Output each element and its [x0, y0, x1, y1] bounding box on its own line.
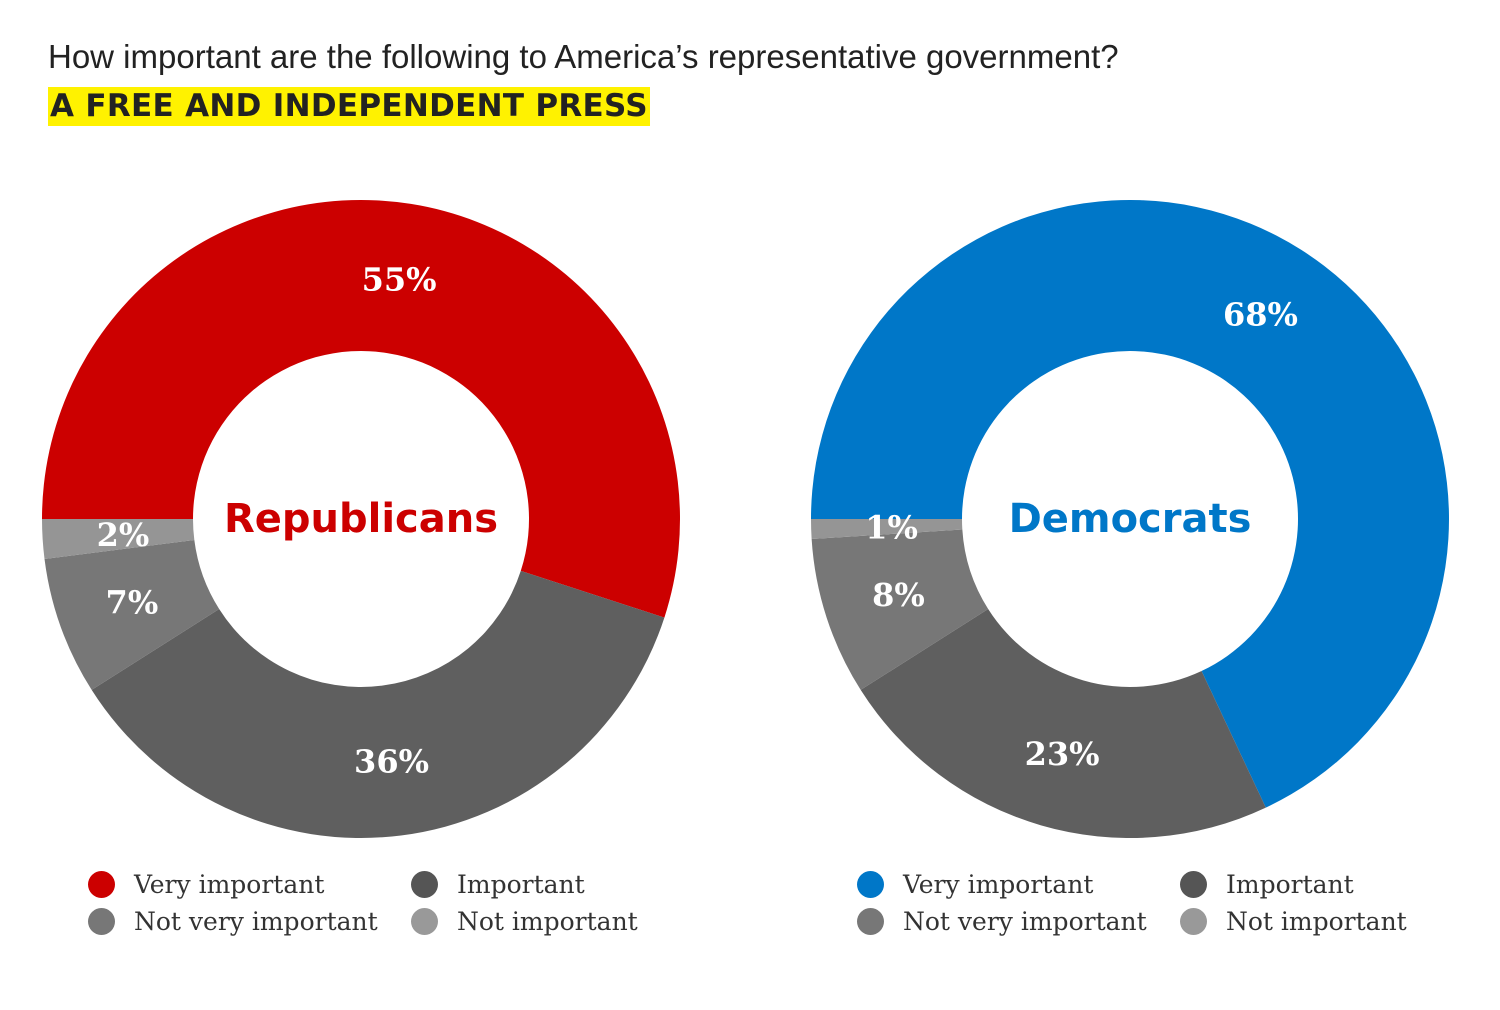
donut-slice-important	[91, 570, 665, 838]
topic-highlight: A FREE AND INDEPENDENT PRESS	[48, 87, 650, 126]
legend-label: Not very important	[903, 907, 1147, 936]
data-label: 1%	[865, 508, 918, 546]
legend-item: Very important	[88, 870, 324, 899]
donut-slice-very-important	[811, 199, 1450, 808]
legend-item: Important	[411, 870, 585, 899]
legend-label: Very important	[134, 870, 325, 899]
legend-label: Not important	[1226, 907, 1407, 936]
legend-label: Important	[1226, 870, 1354, 899]
legend-swatch-icon	[411, 908, 438, 935]
legend-swatch-icon	[411, 871, 438, 898]
legend-item: Important	[1180, 870, 1354, 899]
legend-label: Not very important	[134, 907, 378, 936]
data-label: 8%	[872, 576, 925, 614]
question-title: How important are the following to Ameri…	[48, 38, 1119, 75]
legend-label: Very important	[903, 870, 1094, 899]
legend-item: Not very important	[88, 907, 378, 936]
data-label: 68%	[1223, 295, 1298, 333]
legend-swatch-icon	[88, 908, 115, 935]
donut-center-title: Republicans	[224, 496, 498, 542]
legend-swatch-icon	[88, 871, 115, 898]
data-label: 23%	[1025, 735, 1100, 773]
data-label: 7%	[106, 583, 159, 621]
legend-label: Not important	[457, 907, 638, 936]
legend-label: Important	[457, 870, 585, 899]
legend-swatch-icon	[1180, 871, 1207, 898]
data-label: 36%	[354, 743, 429, 781]
data-label: 2%	[97, 516, 150, 554]
donut-slice-not-very-important	[44, 540, 220, 690]
legend-swatch-icon	[1180, 908, 1207, 935]
legend-item: Not very important	[857, 907, 1147, 936]
legend-item: Not important	[1180, 907, 1407, 936]
legend-item: Very important	[857, 870, 1093, 899]
donut-slice-important	[860, 609, 1266, 838]
donut-slice-not-very-important	[811, 529, 989, 690]
legend-item: Not important	[411, 907, 638, 936]
donut-slice-not-important	[42, 519, 195, 559]
donut-slice-very-important	[42, 199, 680, 618]
legend-swatch-icon	[857, 871, 884, 898]
legend-swatch-icon	[857, 908, 884, 935]
data-label: 55%	[362, 260, 437, 298]
donut-slice-not-important	[811, 519, 963, 540]
donut-center-title: Democrats	[1009, 496, 1252, 542]
